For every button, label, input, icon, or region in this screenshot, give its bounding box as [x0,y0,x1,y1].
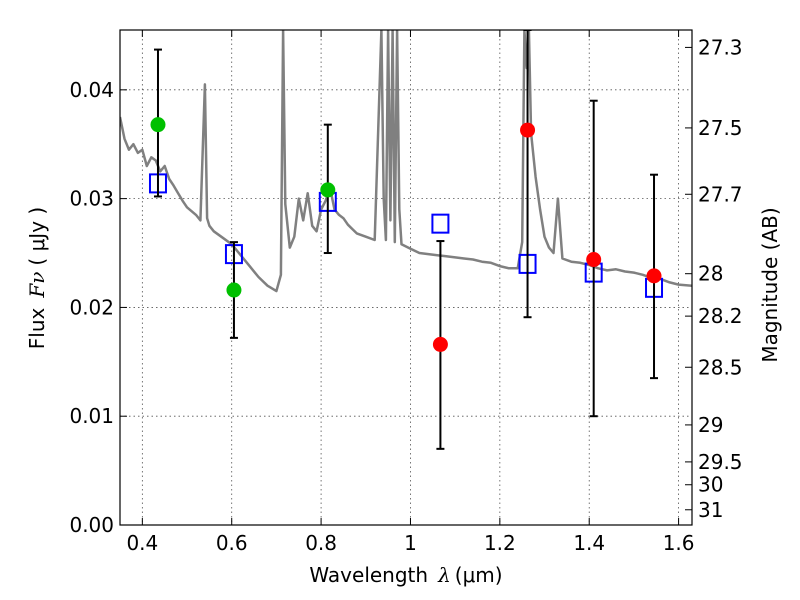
x-tick-label: 1.6 [663,531,695,555]
tick-labels: 0.4 0.6 0.8 1 1.2 1.4 1.6 0.00 0.01 0.02 0.03 0.04 2… [69,35,742,555]
right-tick-label: 29.5 [698,450,743,474]
right-tick-label: 28 [698,262,723,286]
x-tick-label: 0.6 [216,531,248,555]
tick-marks [120,30,692,526]
y-tick-label: 0.00 [69,513,114,537]
observed-flux-point [646,268,662,284]
model-spectrum-line [120,30,692,293]
observed-flux-point [586,252,602,268]
right-tick-label: 31 [698,498,723,522]
right-tick-label: 30 [698,473,723,497]
right-tick-label: 29 [698,413,723,437]
observed-flux-point [226,282,242,298]
right-tick-label: 27.7 [698,182,743,206]
observed-flux-point [320,182,336,198]
x-tick-label: 1 [404,531,417,555]
right-tick-label: 27.5 [698,116,743,140]
y-axis-title: FluxFν( μJy ) [25,207,49,349]
x-axis-title: Wavelength λ (μm) [309,563,502,587]
observed-flux-point [520,122,536,138]
right-tick-label: 28.5 [698,355,743,379]
grid [120,30,692,526]
x-tick-label: 1.4 [573,531,605,555]
plot-frame [119,29,693,526]
right-tick-label: 27.3 [698,35,743,59]
data-layer [120,30,692,450]
right-tick-label: 28.2 [698,304,743,328]
model-flux-square [431,213,450,234]
x-tick-label: 0.4 [126,531,158,555]
x-tick-label: 0.8 [305,531,337,555]
y-tick-label: 0.04 [69,78,114,102]
y-tick-label: 0.03 [69,187,114,211]
y-tick-label: 0.01 [69,404,114,428]
observed-flux-point [432,336,448,352]
y-tick-label: 0.02 [69,295,114,319]
observed-flux-point [150,117,166,133]
x-tick-label: 1.2 [484,531,516,555]
right-axis-title: Magnitude (AB) [758,207,782,362]
